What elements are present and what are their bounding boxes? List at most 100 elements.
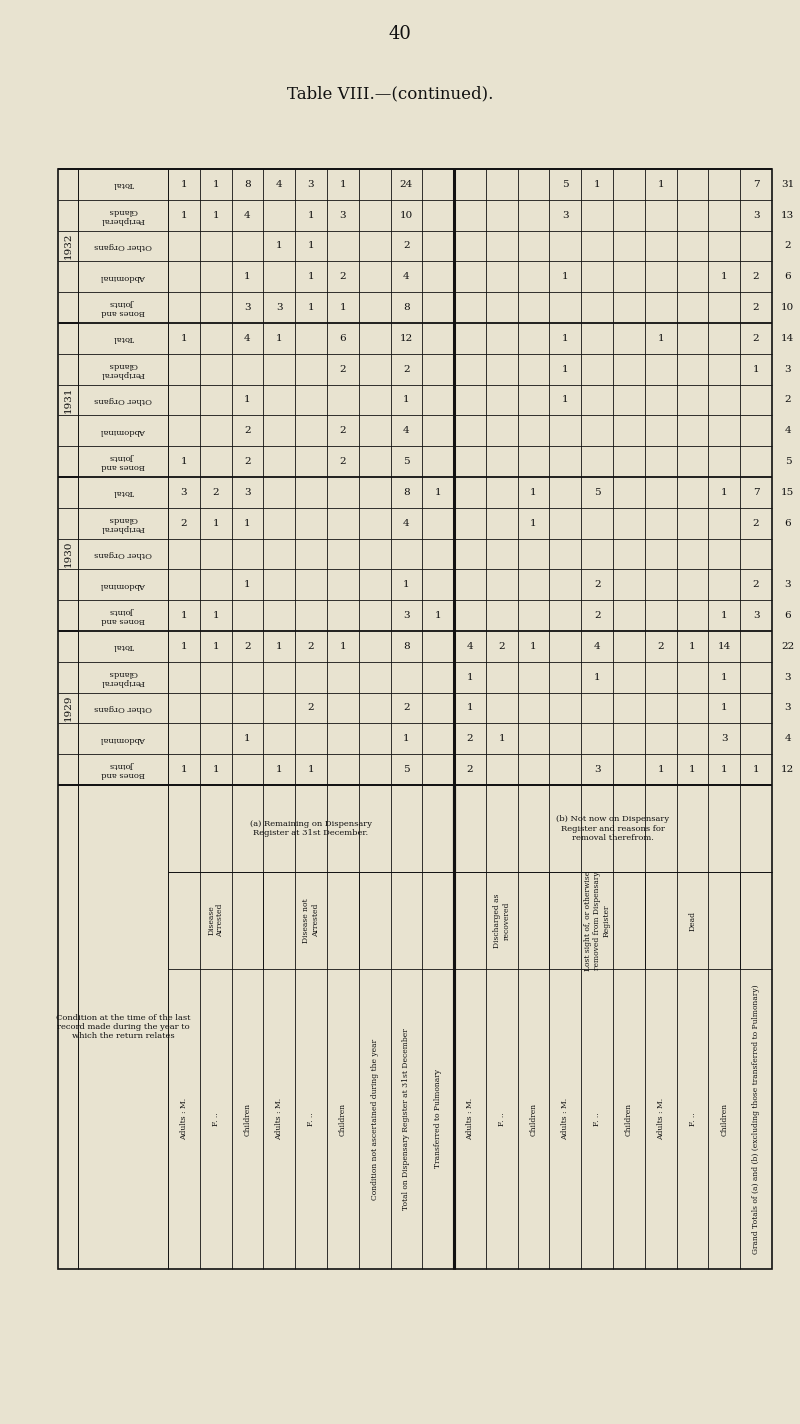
Text: 1: 1 <box>562 365 569 373</box>
Text: 3: 3 <box>785 672 791 682</box>
Text: 4: 4 <box>403 272 410 282</box>
Text: 3: 3 <box>244 488 250 497</box>
Text: 10: 10 <box>782 303 794 312</box>
Text: 2: 2 <box>244 457 250 466</box>
Text: 8: 8 <box>244 179 250 189</box>
Text: 1: 1 <box>466 672 474 682</box>
Text: 1: 1 <box>658 333 664 343</box>
Text: Other Organs: Other Organs <box>94 396 152 404</box>
Text: 6: 6 <box>785 272 791 282</box>
Text: Other Organs: Other Organs <box>94 550 152 558</box>
Text: 2: 2 <box>753 303 759 312</box>
Text: (b) Not now on Dispensary
Register and reasons for
removal therefrom.: (b) Not now on Dispensary Register and r… <box>557 816 670 842</box>
Text: 2: 2 <box>785 242 791 251</box>
Text: Peripheral
Glands: Peripheral Glands <box>101 669 145 686</box>
Text: 2: 2 <box>244 642 250 651</box>
Text: 2: 2 <box>785 396 791 404</box>
Text: 2: 2 <box>594 611 601 619</box>
Text: 31: 31 <box>782 179 794 189</box>
Text: 1: 1 <box>276 333 282 343</box>
Text: Peripheral
Glands: Peripheral Glands <box>101 514 145 531</box>
Text: Adults : M.: Adults : M. <box>657 1098 665 1141</box>
Text: 3: 3 <box>244 303 250 312</box>
Text: Bones and
Joints: Bones and Joints <box>101 299 145 316</box>
Text: Abdominal: Abdominal <box>100 581 146 588</box>
Text: 1: 1 <box>530 488 537 497</box>
Text: 4: 4 <box>403 518 410 528</box>
Text: 7: 7 <box>753 488 759 497</box>
Text: Grand Totals of (a) and (b) (excluding those transferred to Pulmonary): Grand Totals of (a) and (b) (excluding t… <box>752 984 760 1253</box>
Text: 2: 2 <box>753 518 759 528</box>
Text: Adults : M.: Adults : M. <box>466 1098 474 1141</box>
Text: 7: 7 <box>753 179 759 189</box>
Text: Children: Children <box>625 1102 633 1135</box>
Text: 1: 1 <box>690 642 696 651</box>
Text: 1: 1 <box>530 642 537 651</box>
Text: Children: Children <box>720 1102 728 1135</box>
Text: 5: 5 <box>594 488 601 497</box>
Text: 1: 1 <box>690 765 696 775</box>
Text: Peripheral
Glands: Peripheral Glands <box>101 360 145 377</box>
Text: 2: 2 <box>753 581 759 590</box>
Text: Dead: Dead <box>689 910 697 930</box>
Text: Abdominal: Abdominal <box>100 735 146 743</box>
Text: 5: 5 <box>785 457 791 466</box>
Text: 3: 3 <box>753 211 759 219</box>
Text: 1: 1 <box>594 179 601 189</box>
Text: 2: 2 <box>244 426 250 436</box>
Text: 6: 6 <box>785 518 791 528</box>
Text: 3: 3 <box>785 365 791 373</box>
Text: F. ..: F. .. <box>689 1112 697 1126</box>
Text: 4: 4 <box>244 211 250 219</box>
Text: 5: 5 <box>403 765 410 775</box>
Text: 1: 1 <box>308 272 314 282</box>
Text: Table VIII.—(continued).: Table VIII.—(continued). <box>287 85 493 103</box>
Text: 2: 2 <box>658 642 664 651</box>
Text: 4: 4 <box>594 642 601 651</box>
Text: 1: 1 <box>658 765 664 775</box>
Text: 1: 1 <box>498 735 505 743</box>
Text: 1: 1 <box>244 396 250 404</box>
Text: Children: Children <box>530 1102 538 1135</box>
Text: 3: 3 <box>403 611 410 619</box>
Text: Condition at the time of the last
record made during the year to
which the retur: Condition at the time of the last record… <box>56 1014 190 1040</box>
Text: 3: 3 <box>181 488 187 497</box>
Text: 5: 5 <box>403 457 410 466</box>
Text: 14: 14 <box>718 642 731 651</box>
Text: 3: 3 <box>276 303 282 312</box>
Text: 2: 2 <box>339 272 346 282</box>
Text: 1: 1 <box>721 765 728 775</box>
Text: 1: 1 <box>403 396 410 404</box>
Text: 1: 1 <box>276 642 282 651</box>
Text: 1929: 1929 <box>63 695 73 721</box>
Text: Children: Children <box>339 1102 347 1135</box>
Text: 1: 1 <box>212 518 219 528</box>
Text: 1: 1 <box>466 703 474 712</box>
Text: 3: 3 <box>785 581 791 590</box>
Text: 1: 1 <box>753 765 759 775</box>
Text: Children: Children <box>243 1102 251 1135</box>
Text: 1931: 1931 <box>63 387 73 413</box>
Text: 3: 3 <box>594 765 601 775</box>
Text: 2: 2 <box>339 426 346 436</box>
Text: Total: Total <box>113 181 134 188</box>
Text: Total on Dispensary Register at 31st December: Total on Dispensary Register at 31st Dec… <box>402 1028 410 1210</box>
Text: 1: 1 <box>244 735 250 743</box>
Text: 1: 1 <box>339 179 346 189</box>
Text: 6: 6 <box>339 333 346 343</box>
Text: 1: 1 <box>308 242 314 251</box>
Text: Lost sight of, or otherwise
removed from Dispensary
Register: Lost sight of, or otherwise removed from… <box>584 870 610 971</box>
Text: Adults : M.: Adults : M. <box>275 1098 283 1141</box>
Text: Bones and
Joints: Bones and Joints <box>101 607 145 624</box>
Text: 2: 2 <box>339 457 346 466</box>
Text: 1: 1 <box>339 642 346 651</box>
Text: 1: 1 <box>212 179 219 189</box>
Text: 4: 4 <box>244 333 250 343</box>
Text: 1: 1 <box>721 488 728 497</box>
Text: 2: 2 <box>181 518 187 528</box>
Text: 22: 22 <box>782 642 794 651</box>
Text: 8: 8 <box>403 303 410 312</box>
Text: 1: 1 <box>244 272 250 282</box>
Text: Condition not ascertained during the year: Condition not ascertained during the yea… <box>370 1038 378 1199</box>
Text: 1: 1 <box>181 611 187 619</box>
